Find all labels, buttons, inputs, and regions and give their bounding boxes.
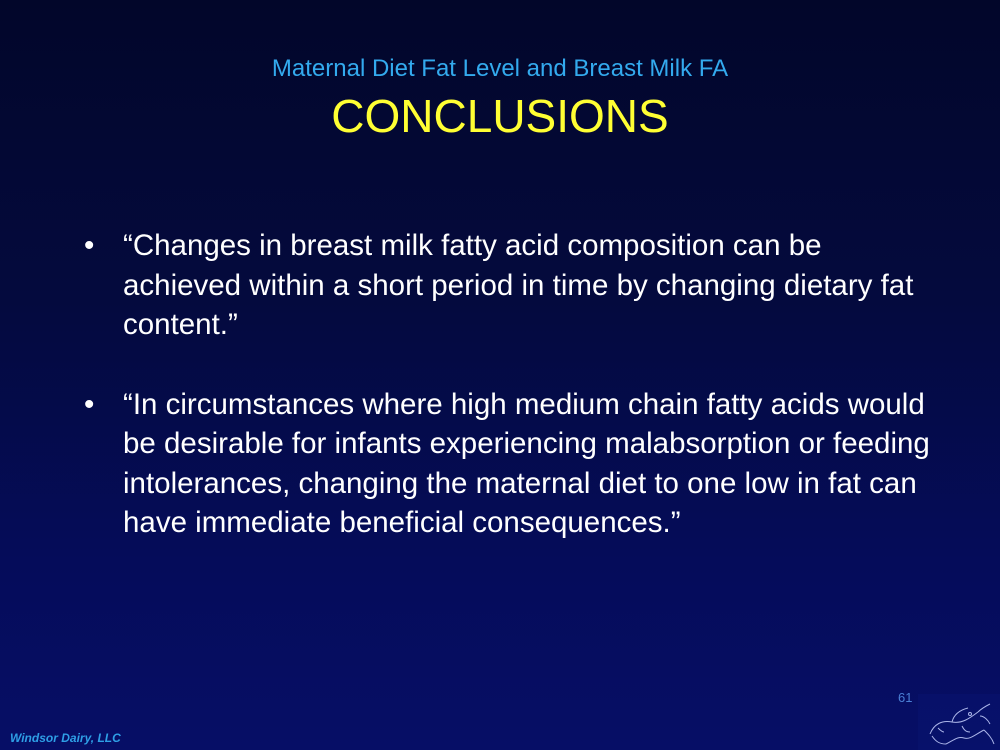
bullet-item: • “In circumstances where high medium ch… (84, 385, 934, 543)
bullet-item: • “Changes in breast milk fatty acid com… (84, 226, 934, 345)
bullet-marker: • (84, 387, 95, 421)
bullet-marker: • (84, 229, 95, 262)
slide-title: CONCLUSIONS (331, 90, 669, 142)
slide-subtitle: Maternal Diet Fat Level and Breast Milk … (271, 55, 729, 82)
cow-sketch-icon (918, 694, 1000, 750)
bullet-text: “In circumstances where high medium chai… (123, 387, 930, 540)
bullet-text: “Changes in breast milk fatty acid compo… (123, 229, 914, 341)
bullet-list: • “Changes in breast milk fatty acid com… (84, 226, 934, 543)
page-number: 61 (898, 690, 913, 705)
footer-brand: Windsor Dairy, LLC (10, 731, 121, 745)
